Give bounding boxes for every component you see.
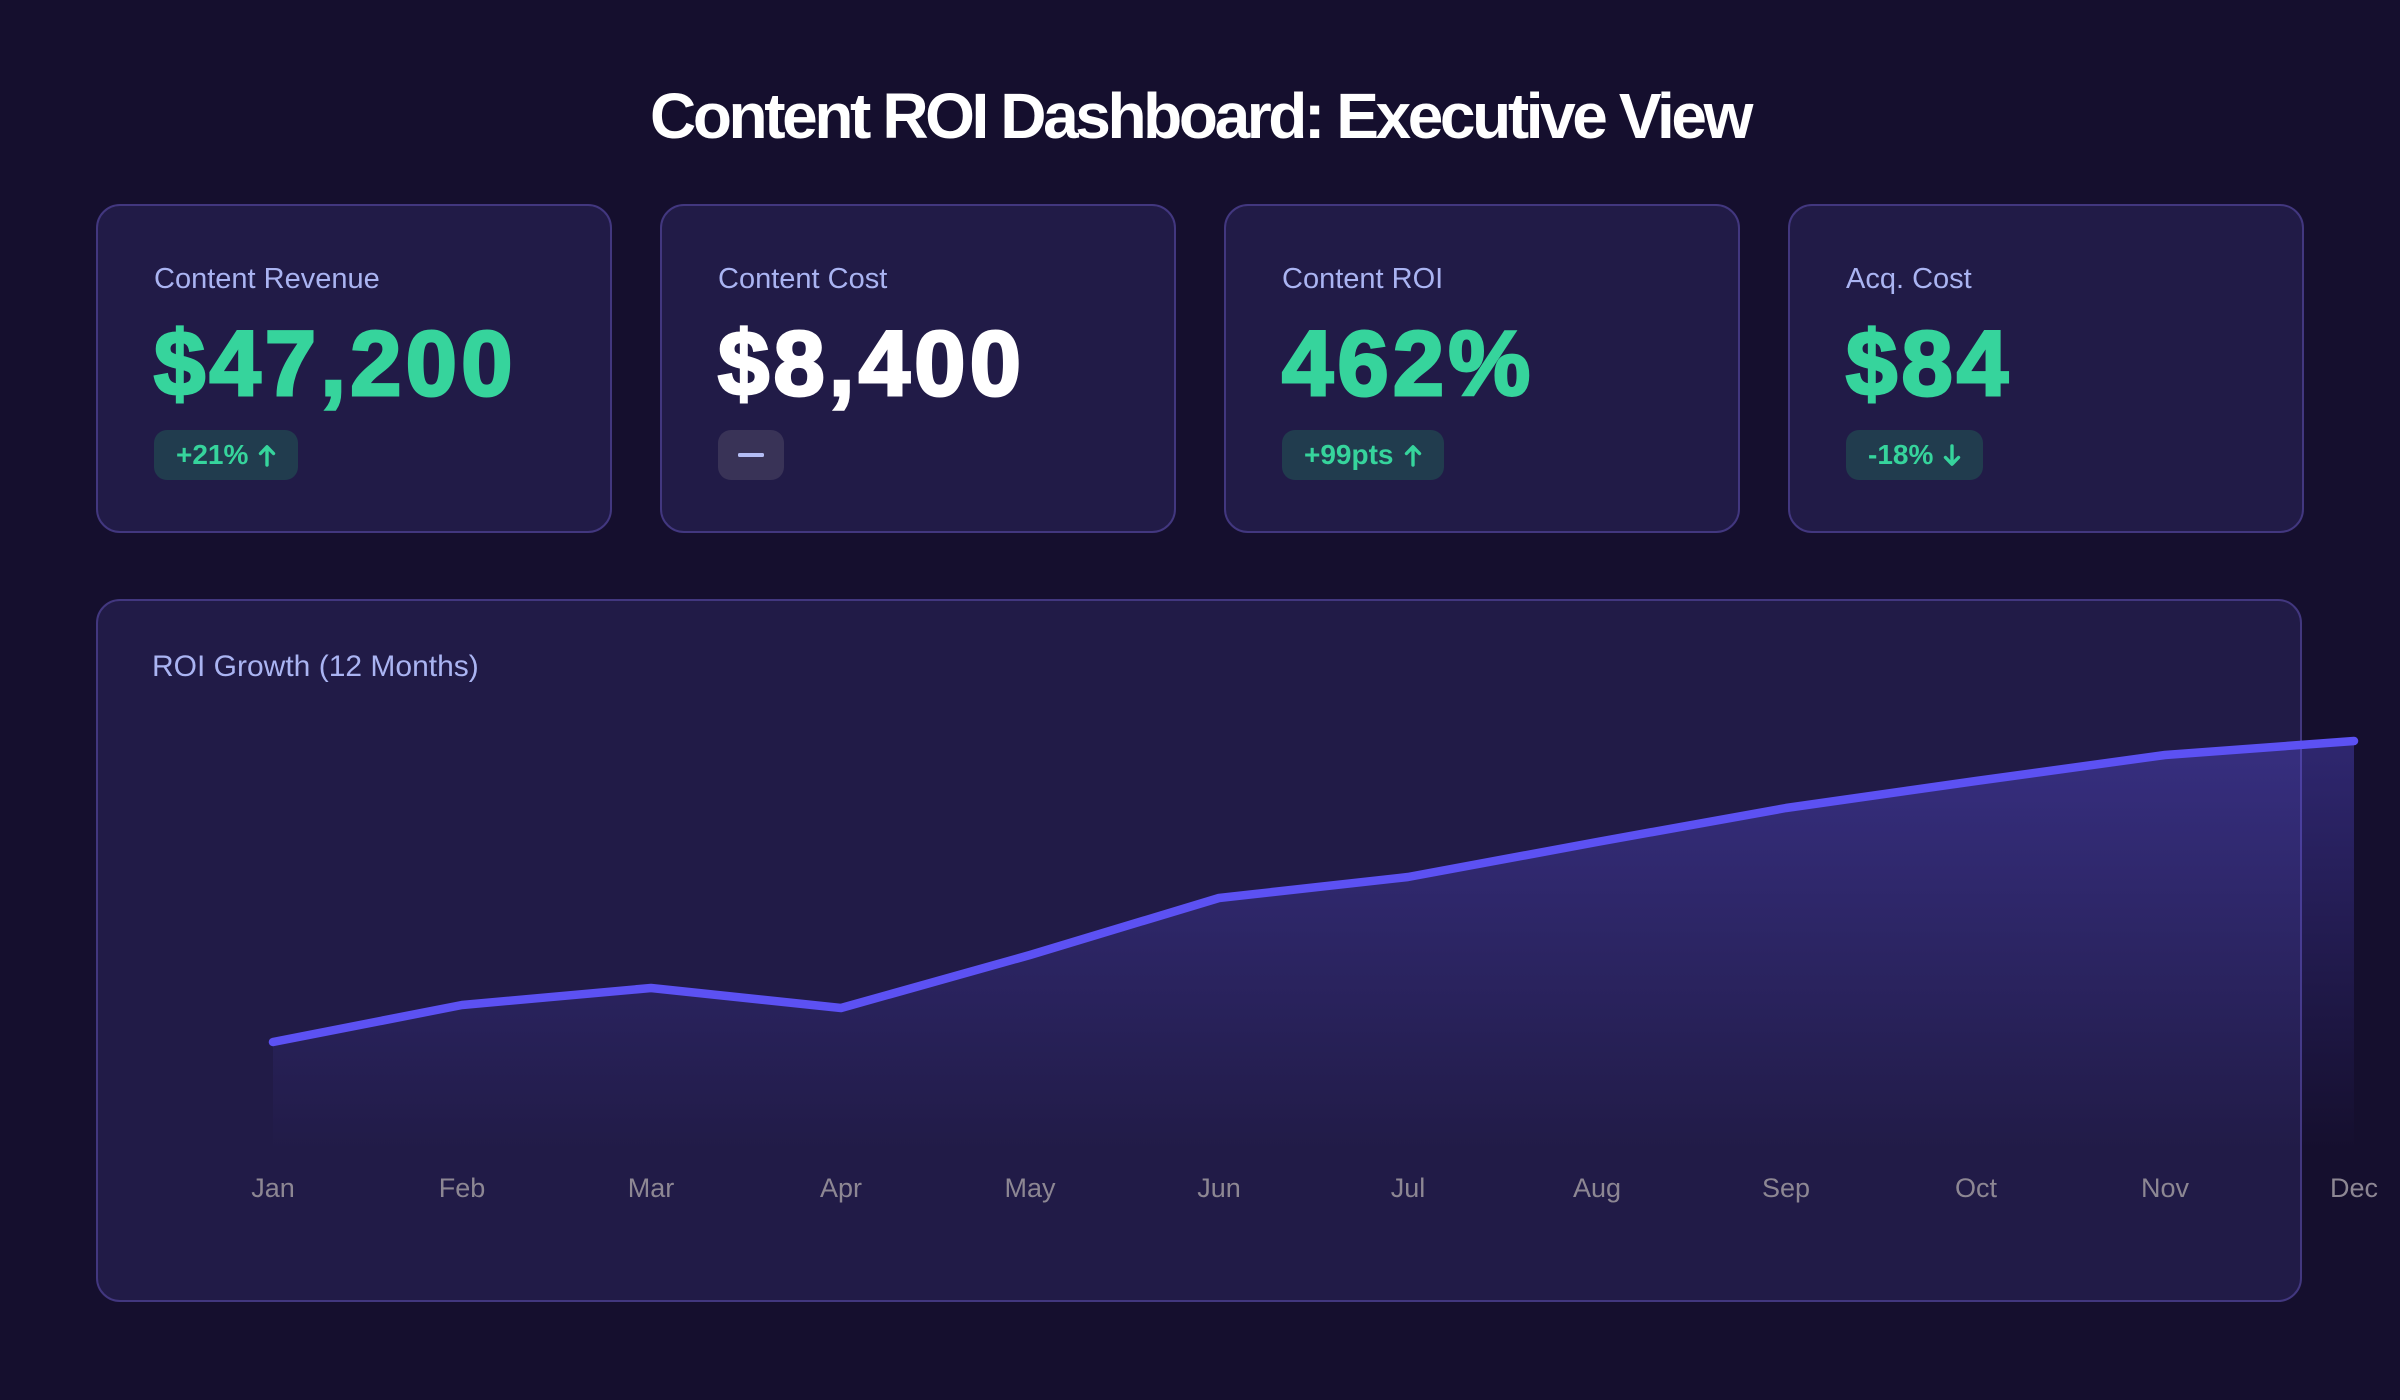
- svg-text:Feb: Feb: [439, 1173, 486, 1203]
- svg-text:Jul: Jul: [1391, 1173, 1426, 1203]
- svg-text:Mar: Mar: [628, 1173, 675, 1203]
- svg-text:Sep: Sep: [1762, 1173, 1810, 1203]
- svg-text:Dec: Dec: [2330, 1173, 2378, 1203]
- svg-text:Oct: Oct: [1955, 1173, 1998, 1203]
- svg-text:Jan: Jan: [251, 1173, 295, 1203]
- svg-text:Apr: Apr: [820, 1173, 862, 1203]
- svg-text:Aug: Aug: [1573, 1173, 1621, 1203]
- svg-text:May: May: [1004, 1173, 1056, 1203]
- svg-text:Jun: Jun: [1197, 1173, 1241, 1203]
- svg-text:Nov: Nov: [2141, 1173, 2190, 1203]
